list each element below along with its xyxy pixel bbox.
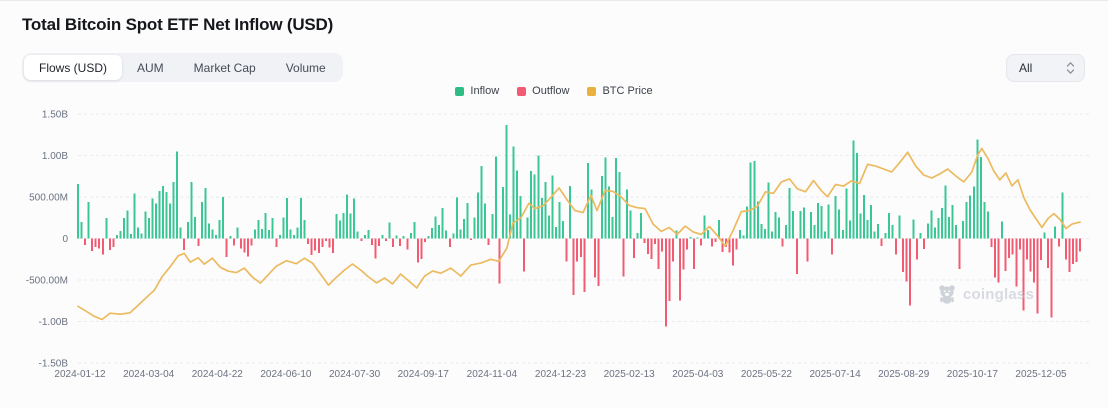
chart-tabbar: Flows (USD) AUM Market Cap Volume (22, 53, 343, 82)
svg-text:2024-06-10: 2024-06-10 (260, 369, 312, 380)
svg-text:2024-03-04: 2024-03-04 (123, 369, 175, 380)
svg-text:2024-01-12: 2024-01-12 (54, 369, 106, 380)
svg-text:-1.00B: -1.00B (39, 317, 69, 328)
svg-text:2025-04-03: 2025-04-03 (672, 369, 724, 380)
svg-text:500.00M: 500.00M (29, 193, 68, 204)
svg-text:2024-04-22: 2024-04-22 (192, 369, 244, 380)
btc-price-line (77, 147, 1081, 321)
tab-market-cap[interactable]: Market Cap (193, 60, 256, 75)
legend-item-btc-price[interactable]: BTC Price (587, 85, 653, 97)
outflow-swatch-icon (517, 86, 527, 96)
svg-text:2024-09-17: 2024-09-17 (398, 369, 450, 380)
page-title: Total Bitcoin Spot ETF Net Inflow (USD) (22, 15, 334, 34)
range-select[interactable]: All (1006, 54, 1085, 82)
svg-text:2024-07-30: 2024-07-30 (329, 369, 381, 380)
range-select-value: All (1019, 61, 1033, 75)
svg-text:-500.00M: -500.00M (26, 276, 68, 287)
svg-text:2025-08-29: 2025-08-29 (878, 369, 930, 380)
btc-price-swatch-icon (587, 86, 597, 96)
svg-text:2025-10-17: 2025-10-17 (947, 369, 999, 380)
inflow-swatch-icon (455, 86, 465, 96)
legend-item-inflow[interactable]: Inflow (455, 85, 499, 97)
chart-legend: Inflow Outflow BTC Price (0, 85, 1108, 97)
svg-text:2025-05-22: 2025-05-22 (741, 369, 793, 380)
legend-label-outflow: Outflow (532, 85, 570, 97)
svg-text:1.00B: 1.00B (42, 151, 68, 162)
y-axis-labels: 1.50B 1.00B 500.00M 0 -500.00M -1.00B -1.50B (26, 110, 69, 370)
tab-flows-usd[interactable]: Flows (USD) (24, 55, 122, 80)
legend-label-inflow: Inflow (470, 85, 500, 97)
tab-volume[interactable]: Volume (285, 60, 326, 75)
svg-text:1.50B: 1.50B (42, 110, 68, 121)
x-axis-labels: 2024-01-12 2024-03-04 2024-04-22 2024-06-10… (54, 369, 1067, 380)
legend-item-outflow[interactable]: Outflow (517, 85, 569, 97)
svg-text:2024-11-04: 2024-11-04 (467, 369, 518, 380)
legend-label-btc-price: BTC Price (602, 85, 653, 97)
select-chevrons-icon (1066, 62, 1075, 74)
svg-text:2025-07-14: 2025-07-14 (809, 369, 861, 380)
svg-text:0: 0 (62, 234, 68, 245)
svg-text:2025-12-05: 2025-12-05 (1015, 369, 1067, 380)
tab-aum[interactable]: AUM (137, 60, 164, 75)
svg-text:-1.50B: -1.50B (39, 359, 69, 370)
svg-text:2024-12-23: 2024-12-23 (535, 369, 587, 380)
svg-text:2025-02-13: 2025-02-13 (604, 369, 656, 380)
